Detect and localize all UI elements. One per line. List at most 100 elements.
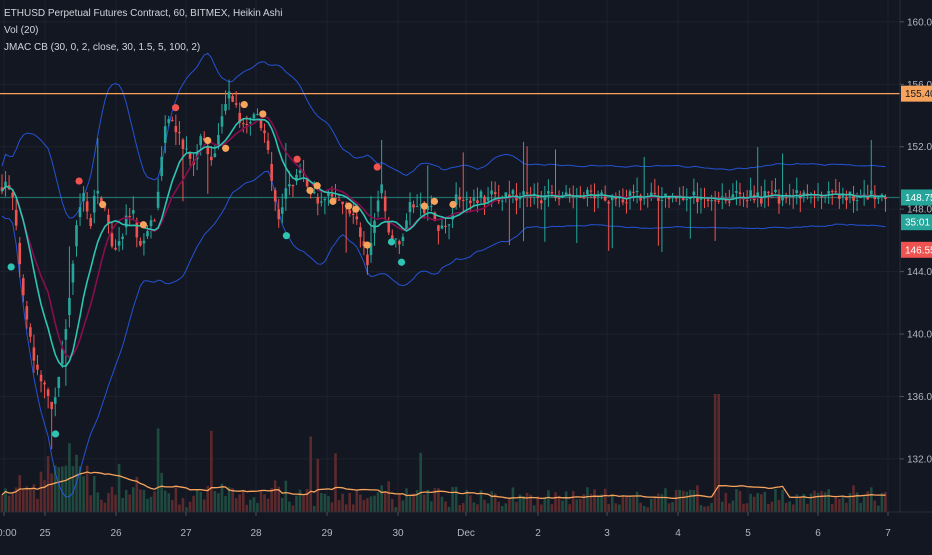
volume-bar bbox=[809, 493, 813, 512]
volume-bar bbox=[192, 495, 195, 512]
volume-bar bbox=[199, 491, 202, 512]
volume-bar bbox=[579, 498, 582, 512]
candle-body bbox=[57, 376, 61, 389]
volume-bar bbox=[841, 496, 845, 512]
volume-bar bbox=[415, 490, 419, 512]
volume-bar bbox=[852, 485, 855, 512]
volume-bar bbox=[692, 490, 696, 512]
candle-body bbox=[387, 220, 391, 233]
candle-body bbox=[607, 201, 611, 204]
candle-body bbox=[830, 191, 834, 193]
candle-body bbox=[735, 190, 738, 193]
candle-body bbox=[0, 187, 4, 192]
volume-bar bbox=[7, 495, 11, 512]
candle-body bbox=[252, 114, 256, 119]
candle-body bbox=[234, 103, 238, 105]
volume-bar bbox=[107, 493, 110, 512]
candle-body bbox=[493, 192, 497, 195]
volume-bar bbox=[554, 492, 557, 512]
legend-volume[interactable]: Vol (20) bbox=[4, 25, 39, 36]
price-axis[interactable]: 132.00 136.00 140.00 144.00 148.00 152.00 156.… bbox=[899, 0, 932, 550]
price-tick-label: 152.00 bbox=[907, 142, 932, 153]
volume-bar bbox=[142, 489, 146, 512]
volume-bar bbox=[231, 488, 234, 512]
signal-marker bbox=[345, 202, 353, 210]
volume-bar bbox=[845, 502, 848, 512]
volume-bar bbox=[788, 501, 791, 512]
candle-body bbox=[298, 170, 302, 173]
candle-body bbox=[717, 200, 720, 202]
candle-body bbox=[188, 153, 192, 159]
volume-bar bbox=[490, 491, 493, 512]
candle-body bbox=[327, 192, 330, 196]
volume-bar bbox=[121, 497, 124, 512]
volume-bar bbox=[405, 488, 408, 512]
volume-bar bbox=[348, 492, 352, 512]
volume-bar bbox=[571, 491, 575, 512]
candle-body bbox=[458, 196, 461, 200]
volume-bar bbox=[465, 489, 469, 512]
volume-bar bbox=[263, 494, 266, 512]
signal-marker bbox=[259, 110, 267, 118]
volume-bar bbox=[437, 488, 440, 512]
candle-body bbox=[29, 327, 32, 337]
volume-bar bbox=[745, 503, 749, 512]
candle-body bbox=[586, 189, 589, 195]
candle-body bbox=[149, 220, 153, 227]
candle-body bbox=[323, 199, 327, 201]
time-axis-bg bbox=[0, 512, 932, 550]
candle-body bbox=[61, 348, 64, 365]
volume-bar bbox=[816, 492, 820, 512]
volume-bar bbox=[649, 498, 653, 512]
price-tick-label: 144.00 bbox=[907, 267, 932, 278]
candle-body bbox=[621, 199, 625, 203]
candle-body bbox=[160, 156, 163, 177]
candle-body bbox=[238, 112, 242, 123]
candle-body bbox=[146, 231, 149, 237]
volume-bar bbox=[369, 496, 373, 512]
volume-bar bbox=[642, 505, 646, 512]
candle-body bbox=[671, 197, 674, 199]
signal-marker bbox=[204, 136, 212, 145]
candle-body bbox=[217, 135, 220, 146]
volume-bar bbox=[53, 465, 57, 512]
legend-symbol[interactable]: ETHUSD Perpetual Futures Contract, 60, B… bbox=[4, 8, 283, 19]
candle-body bbox=[433, 212, 437, 221]
time-tick-label: 2 bbox=[535, 528, 541, 539]
volume-bar bbox=[802, 494, 806, 512]
volume-bar bbox=[689, 489, 692, 512]
volume-bar bbox=[39, 471, 43, 512]
signal-marker bbox=[99, 200, 107, 209]
time-axis[interactable]: 00:00 25 26 27 28 29 30 Dec 2 3 4 5 6 7 bbox=[0, 511, 932, 550]
volume-bar bbox=[728, 503, 731, 512]
volume-bar bbox=[543, 497, 547, 512]
volume-bar bbox=[873, 500, 877, 512]
volume-bar bbox=[667, 503, 671, 512]
candle-body bbox=[767, 191, 770, 193]
candle-body bbox=[706, 199, 710, 201]
volume-bar bbox=[288, 501, 291, 512]
time-tick-label: 5 bbox=[745, 528, 751, 539]
volume-bar bbox=[738, 491, 742, 512]
volume-bar bbox=[213, 490, 217, 512]
volume-bar bbox=[220, 483, 224, 512]
volume-bar bbox=[185, 507, 188, 512]
volume-bar bbox=[820, 491, 823, 512]
volume-bar bbox=[752, 496, 756, 512]
candle-body bbox=[447, 224, 451, 226]
volume-bar bbox=[291, 505, 295, 512]
candle-body bbox=[174, 125, 178, 133]
legend-indicator[interactable]: JMAC CB (30, 0, 2, close, 30, 1.5, 5, 10… bbox=[4, 42, 201, 53]
candle-body bbox=[291, 185, 295, 187]
volume-bar bbox=[327, 496, 330, 512]
volume-bar bbox=[600, 494, 603, 512]
volume-bar bbox=[256, 502, 259, 512]
volume-bar bbox=[777, 500, 781, 512]
volume-bar bbox=[426, 489, 430, 512]
volume-bar bbox=[703, 506, 706, 512]
signal-marker bbox=[449, 200, 457, 209]
volume-bar bbox=[309, 436, 312, 512]
grid-lines bbox=[0, 0, 900, 512]
